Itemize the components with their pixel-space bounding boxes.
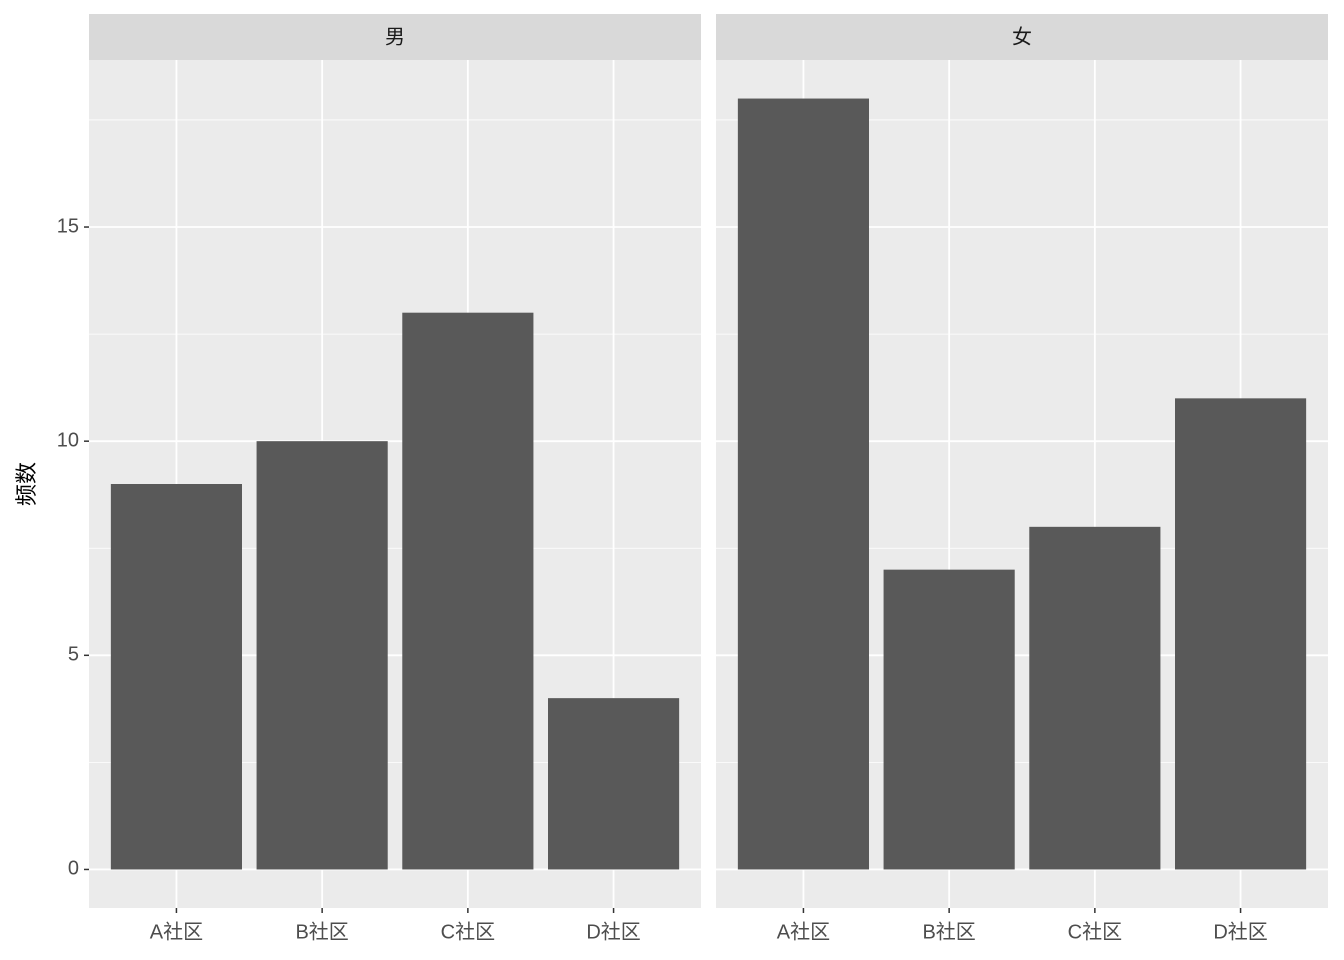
strip bbox=[89, 14, 701, 60]
strip-text: 男 bbox=[385, 26, 405, 48]
x-tick-label: D社区 bbox=[1213, 920, 1267, 943]
x-tick-label: D社区 bbox=[586, 920, 640, 943]
x-tick-label: C社区 bbox=[1068, 920, 1122, 943]
bar bbox=[1175, 398, 1307, 870]
bar bbox=[737, 98, 869, 870]
strip bbox=[716, 14, 1328, 60]
x-tick-label: C社区 bbox=[441, 920, 495, 943]
y-tick-label: 0 bbox=[68, 858, 79, 880]
x-tick-label: B社区 bbox=[922, 920, 975, 943]
bar bbox=[1029, 526, 1161, 870]
bar bbox=[402, 312, 534, 870]
x-tick-label: B社区 bbox=[295, 920, 348, 943]
bar bbox=[883, 569, 1015, 870]
y-tick-label: 15 bbox=[57, 215, 79, 237]
bar bbox=[256, 441, 388, 870]
bar bbox=[548, 698, 680, 870]
strip-text: 女 bbox=[1012, 25, 1032, 48]
y-tick-label: 10 bbox=[57, 429, 79, 451]
y-axis-label: 频数 bbox=[14, 462, 39, 506]
x-tick-label: A社区 bbox=[777, 920, 830, 943]
bar bbox=[110, 484, 242, 870]
y-tick-label: 5 bbox=[68, 644, 79, 666]
x-tick-label: A社区 bbox=[150, 920, 203, 943]
